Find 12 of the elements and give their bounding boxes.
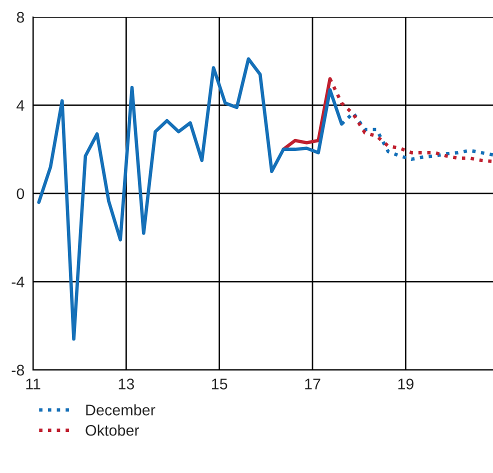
y-tick-label: 4 xyxy=(16,100,24,111)
x-tick-label: 15 xyxy=(212,378,228,390)
x-tick-label: 19 xyxy=(398,378,414,390)
y-tick-label: 0 xyxy=(16,188,24,200)
legend-label: December xyxy=(86,404,156,416)
x-tick-label: 13 xyxy=(118,378,134,390)
y-tick-label: 8 xyxy=(16,12,24,23)
x-tick-label: 11 xyxy=(26,378,40,390)
x-tick-label: 17 xyxy=(305,378,320,390)
y-tick-label: -4 xyxy=(12,276,24,288)
y-tick-label: -8 xyxy=(12,364,24,376)
legend-label: Oktober xyxy=(86,424,140,436)
